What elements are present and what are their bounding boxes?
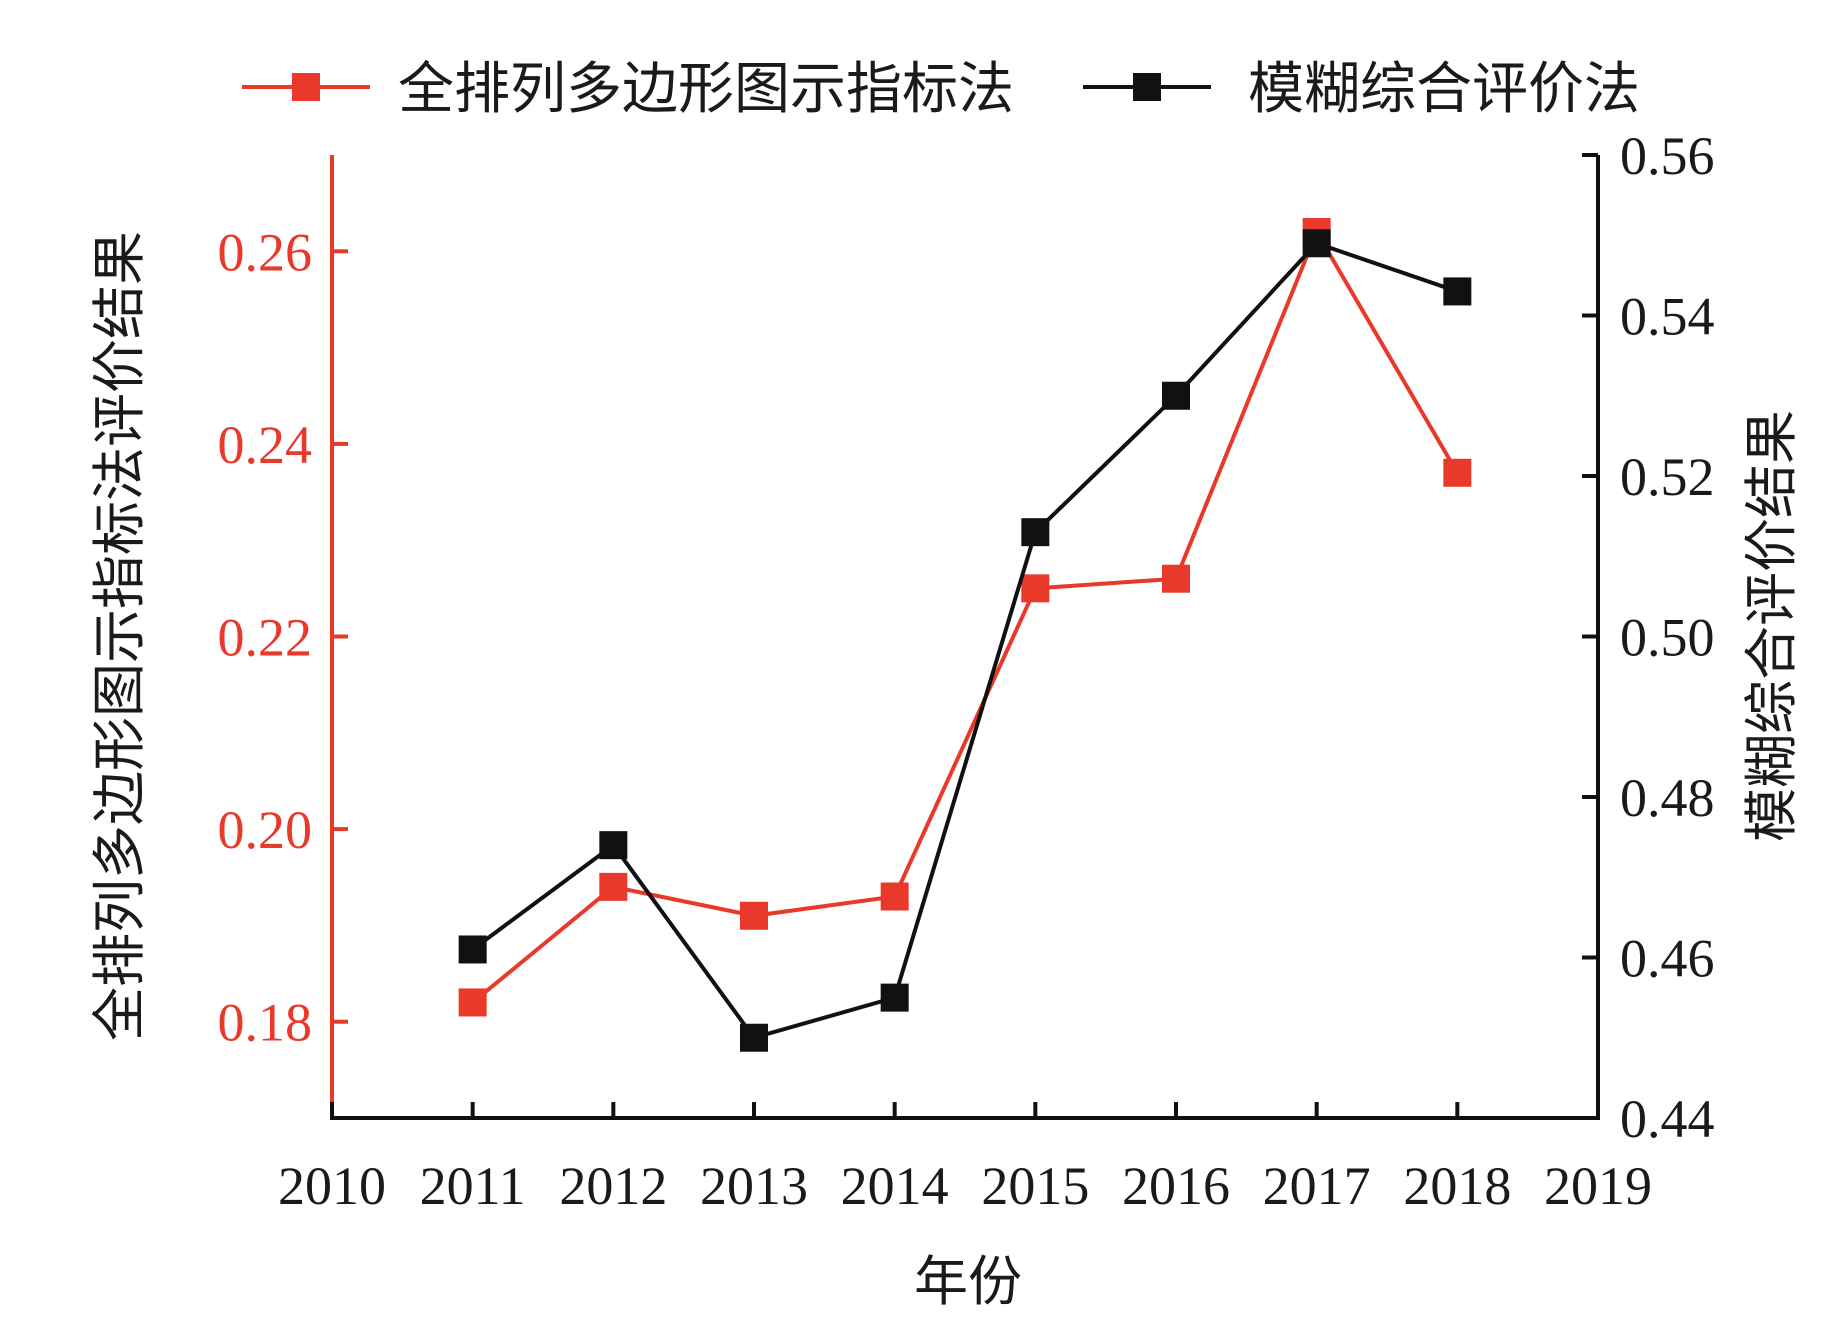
right-y-tick-label: 0.56 xyxy=(1620,126,1715,186)
series-2-point xyxy=(1302,229,1331,258)
x-tick-label: 2019 xyxy=(1544,1156,1652,1216)
left-y-tick-label: 0.22 xyxy=(218,608,313,668)
series-1-point xyxy=(458,988,487,1017)
x-tick-label: 2014 xyxy=(841,1156,949,1216)
right-y-tick-label: 0.48 xyxy=(1620,768,1715,828)
series-1-point xyxy=(740,901,768,930)
right-y-tick-label: 0.52 xyxy=(1620,447,1715,507)
x-tick-label: 2017 xyxy=(1263,1156,1371,1216)
x-axis-title: 年份 xyxy=(914,1250,1022,1313)
right-y-tick-label: 0.54 xyxy=(1620,287,1715,347)
x-tick-label: 2010 xyxy=(278,1156,386,1216)
series-1-point xyxy=(1443,458,1472,487)
left-y-tick-label: 0.24 xyxy=(218,415,313,475)
legend: 全排列多边形图示指标法 模糊综合评价法 xyxy=(242,57,1640,122)
series-1-point xyxy=(880,882,909,911)
legend-item-series-2: 模糊综合评价法 xyxy=(1083,57,1640,122)
series-line-1 xyxy=(471,230,1460,1004)
series-layer xyxy=(458,218,1472,1052)
right-y-tick-label: 0.50 xyxy=(1620,608,1715,668)
right-y-tick-label: 0.46 xyxy=(1620,929,1715,989)
legend-marker-series-2 xyxy=(1133,73,1161,101)
left-y-ticks: 0.18 0.20 0.22 0.24 0.26 xyxy=(218,222,348,1053)
left-y-tick-label: 0.26 xyxy=(218,222,313,282)
series-line-2 xyxy=(471,241,1458,1040)
series-2-point xyxy=(740,1023,768,1052)
series-1-point xyxy=(1162,564,1190,593)
plot-frame xyxy=(330,155,1600,1120)
left-y-tick-label: 0.20 xyxy=(218,800,313,860)
legend-item-series-1: 全排列多边形图示指标法 xyxy=(242,57,1014,122)
right-y-ticks: 0.44 0.46 0.48 0.50 0.52 0.54 0.56 xyxy=(1582,126,1715,1149)
series-1-point xyxy=(599,872,628,901)
x-ticks: 2010 2011 2012 2013 2014 2015 2016 2017 2018 2019 xyxy=(278,1102,1652,1216)
series-2-point xyxy=(458,935,487,964)
x-tick-label: 2012 xyxy=(559,1156,667,1216)
series-1-point xyxy=(1021,574,1050,603)
x-tick-label: 2018 xyxy=(1403,1156,1511,1216)
left-y-axis-title: 全排列多边形图示指标法评价结果 xyxy=(88,231,151,1041)
x-tick-label: 2011 xyxy=(420,1156,526,1216)
right-y-tick-label: 0.44 xyxy=(1620,1089,1715,1149)
x-tick-label: 2016 xyxy=(1122,1156,1230,1216)
legend-label-series-1: 全排列多边形图示指标法 xyxy=(398,57,1014,122)
left-y-tick-label: 0.18 xyxy=(218,993,313,1053)
legend-label-series-2: 模糊综合评价法 xyxy=(1248,57,1640,122)
series-2-point xyxy=(1443,277,1472,306)
x-tick-label: 2015 xyxy=(981,1156,1089,1216)
series-2-point xyxy=(1162,381,1190,410)
series-2-point xyxy=(1021,518,1050,547)
series-2-point xyxy=(880,983,909,1012)
x-tick-label: 2013 xyxy=(700,1156,808,1216)
series-2-point xyxy=(599,831,628,860)
legend-marker-series-1 xyxy=(292,73,320,101)
right-y-axis-title: 模糊综合评价结果 xyxy=(1740,410,1803,842)
